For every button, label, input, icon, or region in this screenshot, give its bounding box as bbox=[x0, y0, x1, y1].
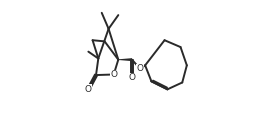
Text: O: O bbox=[129, 73, 136, 82]
Text: O: O bbox=[110, 70, 117, 79]
Text: O: O bbox=[137, 64, 143, 73]
Polygon shape bbox=[118, 58, 132, 61]
Text: O: O bbox=[85, 85, 92, 94]
